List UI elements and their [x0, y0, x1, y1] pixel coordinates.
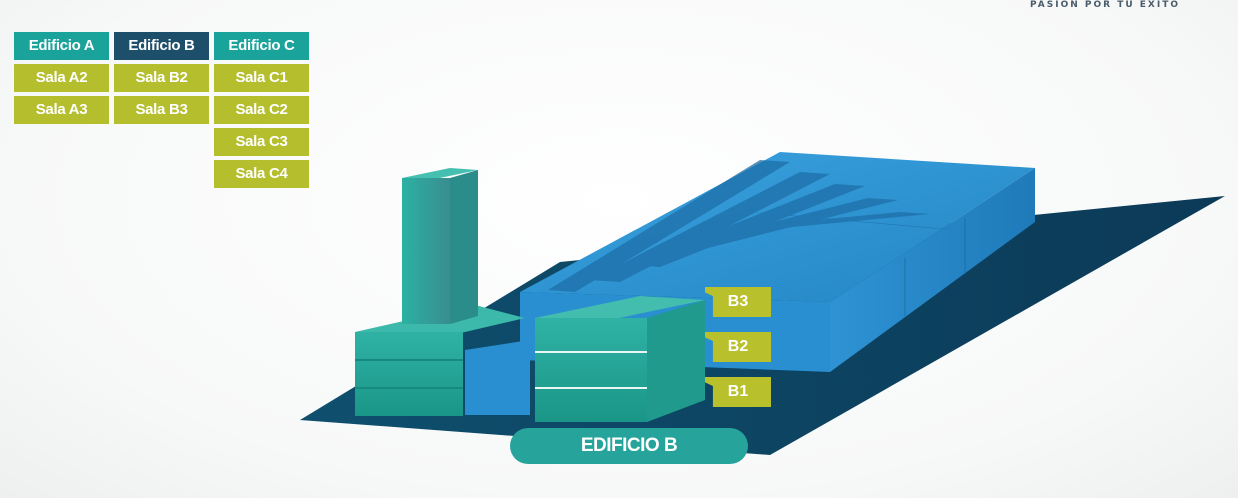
legend-room[interactable]: Sala C4 — [214, 160, 309, 188]
floor-tag-b2[interactable]: B2 — [705, 332, 771, 362]
floor-tag-b3[interactable]: B3 — [705, 287, 771, 317]
legend-room[interactable]: Sala A2 — [14, 64, 109, 92]
legend-column-edificio-c: Edificio C Sala C1 Sala C2 Sala C3 Sala … — [214, 32, 309, 192]
legend-header-edificio-c[interactable]: Edificio C — [214, 32, 309, 60]
legend-room[interactable]: Sala C1 — [214, 64, 309, 92]
teal-stack-b-front — [535, 318, 647, 422]
teal-tower-top — [402, 168, 478, 180]
legend-room[interactable]: Sala A3 — [14, 96, 109, 124]
legend-room[interactable]: Sala C2 — [214, 96, 309, 124]
legend-room[interactable]: Sala B3 — [114, 96, 209, 124]
legend-room[interactable]: Sala B2 — [114, 64, 209, 92]
teal-stack-b-top — [535, 296, 705, 322]
building-label[interactable]: EDIFICIO B — [510, 428, 748, 464]
blue-dividers — [904, 218, 966, 316]
teal-tower-side — [450, 170, 478, 324]
floor-tag-b1[interactable]: B1 — [705, 377, 771, 407]
blue-block — [465, 340, 530, 415]
teal-stack-a-front — [355, 332, 463, 416]
legend-column-edificio-b: Edificio B Sala B2 Sala B3 — [114, 32, 209, 128]
legend-column-edificio-a: Edificio A Sala A2 Sala A3 — [14, 32, 109, 128]
teal-tower-front — [402, 178, 450, 324]
legend-header-edificio-b[interactable]: Edificio B — [114, 32, 209, 60]
legend-header-edificio-a[interactable]: Edificio A — [14, 32, 109, 60]
roof-slats — [548, 160, 958, 292]
teal-stack-b-side — [647, 300, 705, 422]
tagline: PASION POR TU EXITO — [1030, 0, 1180, 10]
legend-room[interactable]: Sala C3 — [214, 128, 309, 156]
blue-building-side — [830, 168, 1035, 372]
